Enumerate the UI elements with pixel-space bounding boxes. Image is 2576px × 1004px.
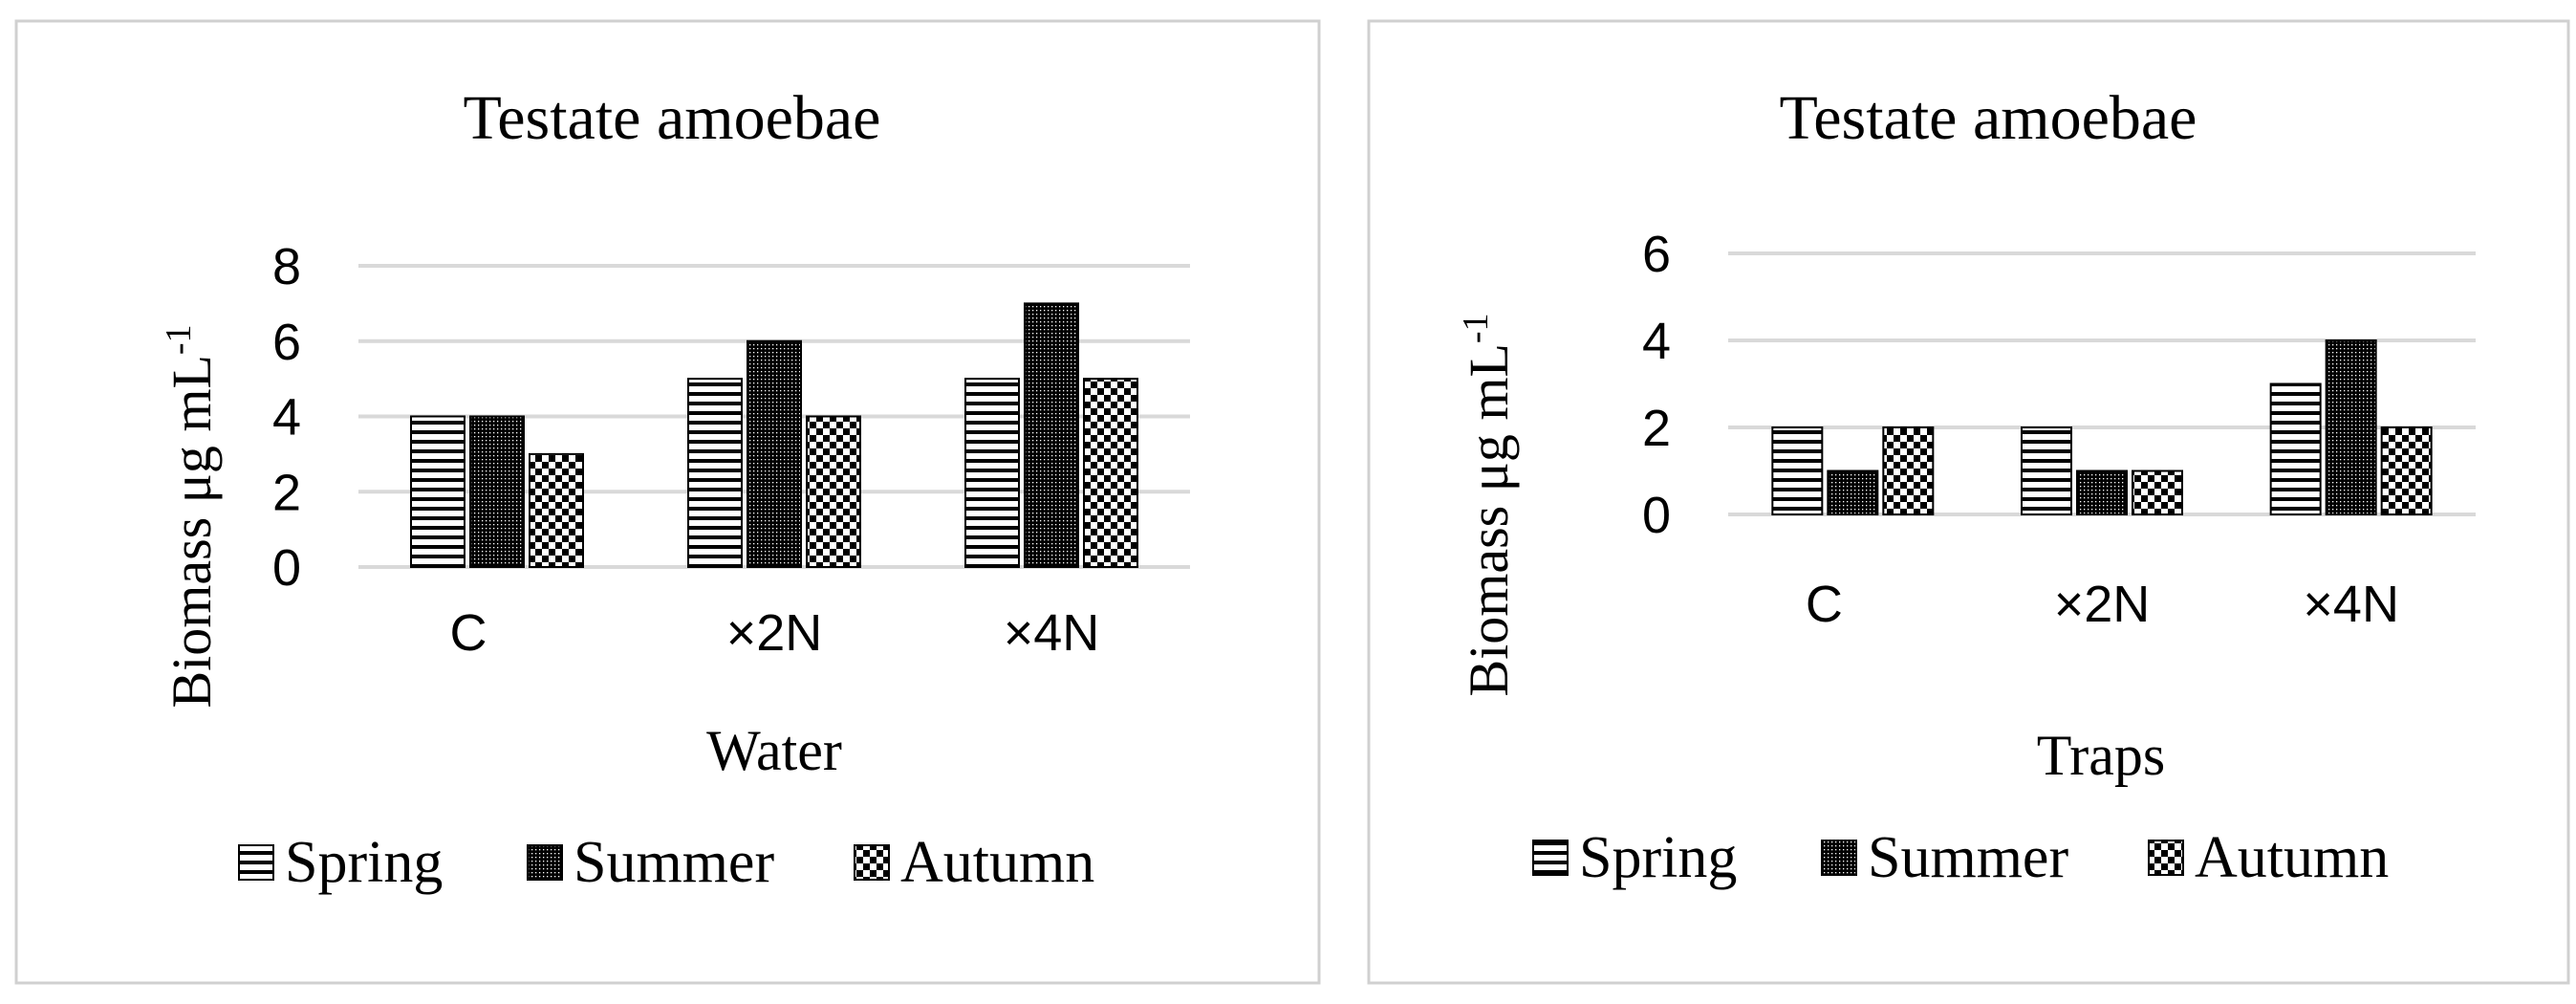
y-axis-title-superscript: -1 — [1456, 313, 1496, 343]
chart-title: Testate amoebae — [1780, 83, 2197, 153]
y-tick-label: 0 — [272, 539, 301, 597]
legend-label-spring: Spring — [1579, 825, 1737, 890]
bar-autumn — [1882, 426, 1935, 515]
y-tick-label: 4 — [1642, 313, 1671, 370]
bar-summer — [1827, 469, 1879, 515]
bar-spring — [964, 378, 1020, 568]
bar-summer — [2325, 339, 2377, 515]
legend: Spring Summer Autumn — [1532, 825, 2389, 890]
x-category-label: ×4N — [2303, 576, 2399, 633]
bar-spring — [410, 415, 465, 568]
y-tick-label: 0 — [1642, 487, 1671, 544]
legend-label-autumn: Autumn — [900, 830, 1094, 895]
legend-label-autumn: Autumn — [2195, 825, 2389, 890]
legend-swatch-summer — [527, 844, 563, 881]
bar-spring — [687, 378, 743, 568]
y-axis-title-superscript: -1 — [159, 324, 199, 355]
y-axis-title: Biomass μg mL-1 — [1456, 313, 1520, 696]
bar-autumn — [2380, 426, 2433, 515]
bar-autumn — [2132, 469, 2183, 515]
x-category-label: ×2N — [2054, 576, 2151, 633]
legend-swatch-autumn — [2148, 840, 2184, 876]
bar-autumn — [529, 452, 584, 568]
y-tick-label: 6 — [1642, 226, 1671, 283]
bar-spring — [1771, 426, 1824, 515]
legend-swatch-autumn — [854, 844, 890, 881]
bar-summer — [2076, 469, 2128, 515]
bar-autumn — [806, 415, 861, 568]
y-tick-label: 6 — [272, 314, 301, 371]
legend: Spring Summer Autumn — [238, 830, 1094, 895]
x-category-label: ×4N — [1004, 604, 1100, 662]
y-tick-label: 4 — [272, 389, 301, 447]
x-axis-title: Traps — [2037, 724, 2166, 787]
y-axis-title: Biomass μg mL-1 — [159, 324, 223, 708]
legend-label-summer: Summer — [574, 830, 774, 895]
x-category-label: ×2N — [726, 604, 823, 662]
legend-swatch-spring — [238, 844, 274, 881]
chart-panel-1: Testate amoebae 0 2 4 6 8 C ×2N ×4N Water Biomass … — [14, 19, 1321, 985]
bar-summer — [469, 415, 525, 568]
y-tick-label: 2 — [272, 464, 301, 521]
x-axis-title: Water — [706, 719, 842, 782]
legend-swatch-spring — [1532, 840, 1569, 876]
legend-label-summer: Summer — [1868, 825, 2068, 890]
y-tick-label: 8 — [272, 238, 301, 295]
x-category-label: C — [1806, 576, 1843, 633]
legend-swatch-summer — [1821, 840, 1857, 876]
x-category-label: C — [450, 604, 487, 662]
chart-title: Testate amoebae — [464, 83, 881, 153]
bar-spring — [2021, 426, 2072, 515]
bar-spring — [2269, 382, 2322, 515]
legend-label-spring: Spring — [285, 830, 443, 895]
y-tick-label: 2 — [1642, 400, 1671, 457]
bar-autumn — [1083, 378, 1138, 568]
bar-summer — [747, 339, 802, 568]
bar-summer — [1024, 302, 1079, 568]
chart-panel-2: Testate amoebae 0 2 4 6 C ×2N ×4N Traps Biomass μ… — [1367, 19, 2570, 985]
